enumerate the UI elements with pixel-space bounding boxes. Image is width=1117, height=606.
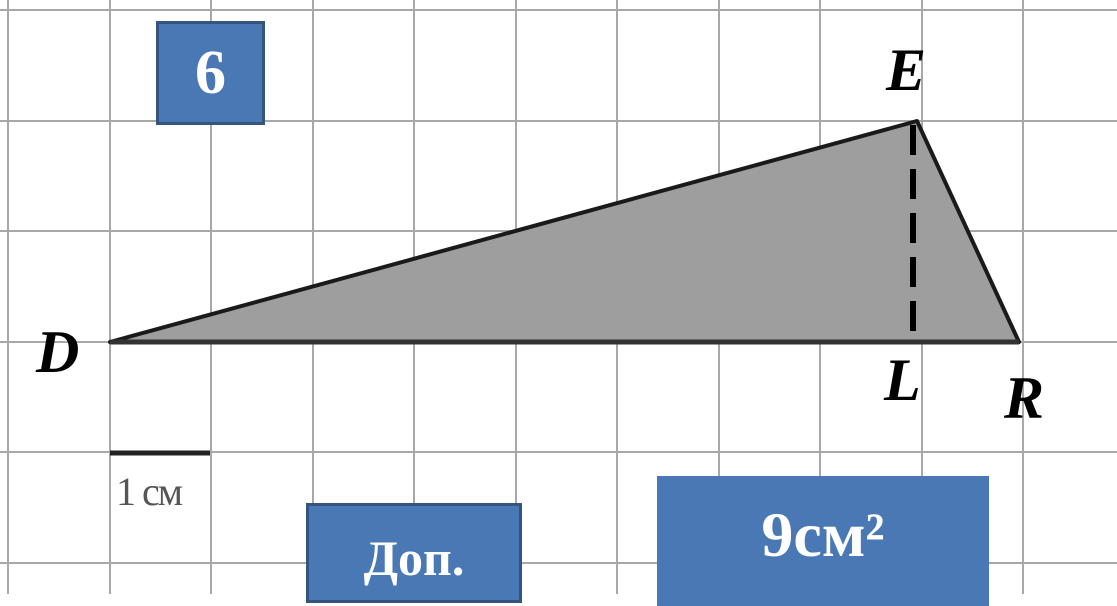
point-label-D: D [36, 319, 80, 385]
task-number-badge: 6 [156, 21, 265, 125]
point-label-L: L [884, 347, 921, 413]
answer-button[interactable]: 9см² [657, 476, 989, 606]
scale-label: 1 см [116, 469, 183, 514]
point-label-E: E [886, 37, 927, 103]
extra-button[interactable]: Доп. [306, 503, 522, 603]
point-label-R: R [1004, 365, 1045, 431]
